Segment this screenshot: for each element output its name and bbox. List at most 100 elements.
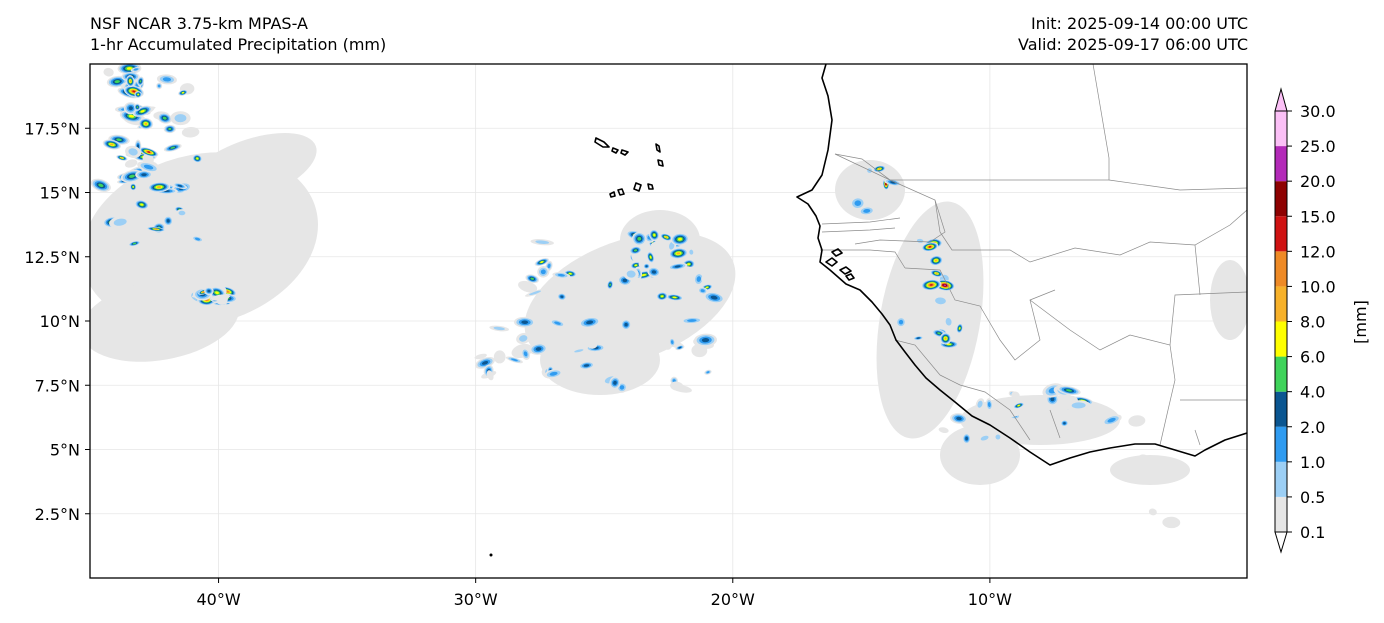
precip-contour-0: [940, 425, 1020, 485]
precip-contour-2: [547, 263, 551, 269]
precip-contour-5: [946, 343, 952, 346]
saint-peter-paul-rocks: [489, 553, 493, 557]
lat-tick-label: 5°N: [50, 441, 80, 460]
precip-contour-6: [129, 79, 132, 83]
precip-contour-1: [174, 114, 187, 123]
cape-verde-islands: [594, 137, 664, 198]
precip-contour-0: [127, 45, 148, 52]
precip-cell: [525, 274, 540, 284]
precip-cell: [204, 286, 214, 296]
precip-cell: [1128, 415, 1146, 427]
border-guinea: [904, 267, 1056, 361]
precip-cell: [1110, 455, 1190, 485]
precip-cell: [129, 183, 137, 191]
precip-cell: [552, 272, 571, 279]
precip-cell: [543, 369, 564, 379]
precip-cell: [137, 161, 161, 173]
precip-contour-3: [674, 265, 681, 268]
precip-contour-7: [130, 27, 132, 30]
precip-contour-2: [510, 358, 518, 362]
precip-contour-0: [124, 159, 138, 168]
precip-cell: [124, 159, 138, 168]
precip-cell: [921, 242, 939, 252]
precip-contour-5: [140, 203, 144, 206]
colorbar-under-arrow: [1274, 531, 1288, 554]
title-field: 1-hr Accumulated Precipitation (mm): [90, 35, 387, 54]
precip-contour-3: [177, 184, 183, 187]
precip-contour-1: [977, 400, 983, 408]
precip-contour-5: [196, 157, 199, 160]
precip-cell: [134, 34, 142, 42]
precip-cell: [631, 231, 647, 246]
precip-contour-0: [1011, 391, 1020, 399]
precip-cell: [646, 251, 655, 264]
precip-contour-8: [132, 90, 136, 93]
title-model: NSF NCAR 3.75-km MPAS-A: [90, 14, 308, 33]
africa-west-coastline: [796, 64, 1247, 466]
precip-cell: [975, 398, 985, 411]
precip-cell: [701, 270, 722, 285]
precip-contour-4: [133, 31, 140, 38]
precip-contour-6: [676, 252, 681, 255]
colorbar-tick-label: 2.0: [1300, 418, 1325, 437]
precip-contour-0: [1210, 260, 1247, 340]
precip-cell: [1162, 516, 1181, 529]
precip-contour-4: [129, 25, 135, 31]
precip-cell: [103, 67, 114, 77]
colorbar-tick-label: 30.0: [1300, 102, 1336, 121]
precipitation-field: [90, 23, 1247, 529]
precip-contour-5: [653, 233, 656, 237]
precip-contour-2: [133, 68, 139, 71]
precip-contour-5: [181, 91, 185, 94]
precip-cell: [505, 356, 523, 364]
precip-contour-6: [934, 259, 938, 262]
precip-contour-2: [195, 237, 201, 241]
precip-cell: [475, 356, 495, 369]
precip-contour-3: [701, 338, 710, 343]
colorbar-block: [1275, 426, 1287, 462]
precip-cell: [127, 23, 137, 34]
precip-cell: [624, 342, 648, 347]
precip-contour-4: [140, 53, 148, 60]
precip-cell: [876, 201, 984, 439]
init-time: Init: 2025-09-14 00:00 UTC: [1030, 14, 1248, 33]
precip-contour-0: [1110, 455, 1190, 485]
precip-contour-9: [885, 183, 887, 185]
precip-contour-3: [651, 270, 657, 274]
precip-contour-2: [131, 42, 139, 45]
precip-contour-4: [139, 80, 142, 83]
precip-cell: [156, 74, 177, 85]
precip-contour-2: [128, 24, 136, 33]
precip-cell: [703, 291, 726, 304]
precip-cell: [137, 76, 144, 87]
precip-cell: [493, 350, 506, 364]
precip-contour-1: [535, 240, 550, 244]
precip-contour-1: [689, 249, 694, 255]
precip-cell: [138, 118, 154, 130]
precip-contour-5: [540, 261, 544, 264]
precip-contour-7: [225, 290, 229, 293]
precip-contour-2: [696, 276, 702, 282]
precip-contour-3: [1063, 422, 1066, 425]
precip-contour-0: [671, 384, 692, 393]
precip-contour-1: [574, 349, 584, 353]
precip-contour-1: [935, 297, 946, 305]
precip-contour-3: [521, 320, 529, 324]
colorbar-tick-label: 1.0: [1300, 453, 1325, 472]
precip-cell: [131, 30, 150, 42]
precip-contour-0: [131, 38, 151, 47]
precip-contour-0: [493, 350, 506, 364]
precip-contour-0: [701, 270, 722, 285]
axis-ticks: 40°W 30°W 20°W 10°W 2.5°N 5°N 7.5°N 10°N 12.5°N 1…: [24, 119, 1012, 609]
precip-contour-4: [637, 236, 642, 241]
precip-contour-3: [207, 289, 211, 293]
precip-cell: [134, 91, 142, 98]
precip-contour-2: [139, 52, 150, 62]
precip-cell: [589, 331, 600, 340]
border-burkina-ghana: [1169, 244, 1247, 446]
precip-contour-0: [474, 353, 487, 360]
precip-contour-4: [937, 332, 941, 335]
border-liberia: [939, 374, 1031, 441]
precip-cell: [147, 181, 171, 193]
precip-contour-8: [143, 56, 145, 58]
